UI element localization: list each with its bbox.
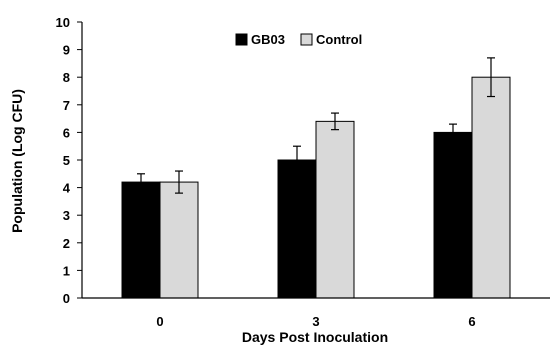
y-tick-label: 8: [63, 70, 70, 85]
error-bar-control-6: [487, 57, 495, 98]
error-bars-group: [137, 57, 495, 194]
error-bar-gb03-6: [449, 123, 457, 142]
bar-gb03-3: [277, 159, 317, 299]
y-tick-label: 5: [63, 153, 70, 168]
y-tick-label: 10: [56, 15, 70, 30]
y-tick-label: 7: [63, 98, 70, 113]
legend: GB03 Control: [235, 32, 362, 47]
y-tick-label: 0: [63, 291, 70, 306]
bar-gb03-6: [433, 131, 473, 299]
y-tick-label: 2: [63, 236, 70, 251]
legend-swatch-control: [300, 33, 313, 46]
y-tick-label: 9: [63, 43, 70, 58]
x-axis-title: Days Post Inoculation: [242, 329, 388, 345]
bar-control-0: [159, 181, 199, 299]
bar-control-6: [471, 76, 511, 299]
legend-label-control: Control: [316, 32, 362, 47]
y-tick-label: 6: [63, 125, 70, 140]
x-tick-label: 3: [312, 314, 319, 329]
y-axis-ticks: 0 1 2 3 4 5 6 7 8 9 10: [56, 15, 82, 306]
x-tick-label: 0: [156, 314, 163, 329]
bar-gb03-0: [121, 181, 161, 299]
x-tick-label: 6: [468, 314, 475, 329]
y-tick-label: 3: [63, 208, 70, 223]
error-bar-gb03-3: [293, 145, 301, 175]
y-tick-label: 1: [63, 263, 70, 278]
error-bar-control-3: [331, 112, 339, 131]
y-axis-title: Population (Log CFU): [9, 89, 25, 233]
error-bar-gb03-0: [137, 173, 145, 191]
error-bar-control-0: [175, 170, 183, 194]
legend-swatch-gb03: [235, 33, 248, 46]
bar-control-3: [315, 120, 355, 299]
y-tick-label: 4: [63, 181, 71, 196]
legend-label-gb03: GB03: [251, 32, 285, 47]
bars-group: [121, 76, 511, 299]
x-axis-ticks: 0 3 6: [156, 314, 475, 329]
